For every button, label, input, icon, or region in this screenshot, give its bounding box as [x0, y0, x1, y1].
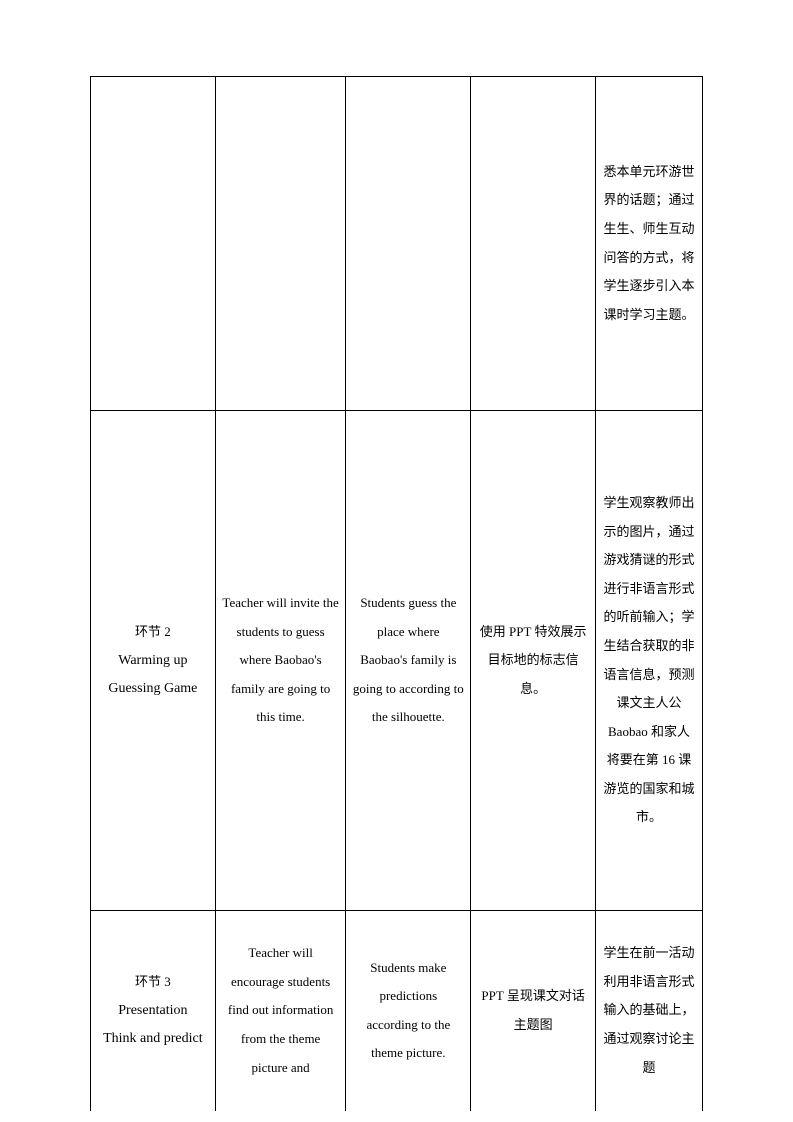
cell-teacher-2: Teacher will invite the students to gues… — [215, 411, 346, 911]
table-row: 悉本单元环游世界的话题；通过生生、师生互动问答的方式，将学生逐步引入本课时学习主… — [91, 77, 703, 411]
purpose-text-1: 悉本单元环游世界的话题；通过生生、师生互动问答的方式，将学生逐步引入本课时学习主… — [602, 158, 696, 330]
cell-student-1 — [346, 77, 471, 411]
student-text-2: Students guess the place where Baobao's … — [352, 589, 464, 732]
table-row: 环节 3 Presentation Think and predict Teac… — [91, 911, 703, 1111]
cell-purpose-3: 学生在前一活动利用非语言形式输入的基础上，通过观察讨论主题 — [596, 911, 703, 1111]
media-text-2: 使用 PPT 特效展示目标地的标志信息。 — [477, 618, 589, 704]
stage-2-label-2: Warming up — [97, 647, 209, 675]
cell-purpose-1: 悉本单元环游世界的话题；通过生生、师生互动问答的方式，将学生逐步引入本课时学习主… — [596, 77, 703, 411]
cell-teacher-3: Teacher will encourage students find out… — [215, 911, 346, 1111]
cell-stage-2: 环节 2 Warming up Guessing Game — [91, 411, 216, 911]
table-row: 环节 2 Warming up Guessing Game Teacher wi… — [91, 411, 703, 911]
cell-purpose-2: 学生观察教师出示的图片，通过游戏猜谜的形式进行非语言形式的听前输入；学生结合获取… — [596, 411, 703, 911]
stage-3-label-4: Think and predict — [97, 1025, 209, 1053]
stage-3-label-1: 环节 3 — [97, 968, 209, 997]
student-text-3: Students make predictions according to t… — [352, 954, 464, 1068]
purpose-text-3: 学生在前一活动利用非语言形式输入的基础上，通过观察讨论主题 — [602, 939, 696, 1082]
cell-stage-1 — [91, 77, 216, 411]
cell-media-2: 使用 PPT 特效展示目标地的标志信息。 — [471, 411, 596, 911]
cell-student-3: Students make predictions according to t… — [346, 911, 471, 1111]
teacher-text-3: Teacher will encourage students find out… — [222, 939, 340, 1082]
cell-teacher-1 — [215, 77, 346, 411]
stage-2-label-4: Guessing Game — [97, 675, 209, 703]
cell-stage-3: 环节 3 Presentation Think and predict — [91, 911, 216, 1111]
media-text-3: PPT 呈现课文对话主题图 — [477, 982, 589, 1039]
lesson-plan-table: 悉本单元环游世界的话题；通过生生、师生互动问答的方式，将学生逐步引入本课时学习主… — [90, 76, 703, 1111]
stage-2-label-1: 环节 2 — [97, 618, 209, 647]
cell-media-1 — [471, 77, 596, 411]
purpose-text-2: 学生观察教师出示的图片，通过游戏猜谜的形式进行非语言形式的听前输入；学生结合获取… — [602, 489, 696, 832]
stage-3-label-2: Presentation — [97, 997, 209, 1025]
cell-student-2: Students guess the place where Baobao's … — [346, 411, 471, 911]
cell-media-3: PPT 呈现课文对话主题图 — [471, 911, 596, 1111]
teacher-text-2: Teacher will invite the students to gues… — [222, 589, 340, 732]
